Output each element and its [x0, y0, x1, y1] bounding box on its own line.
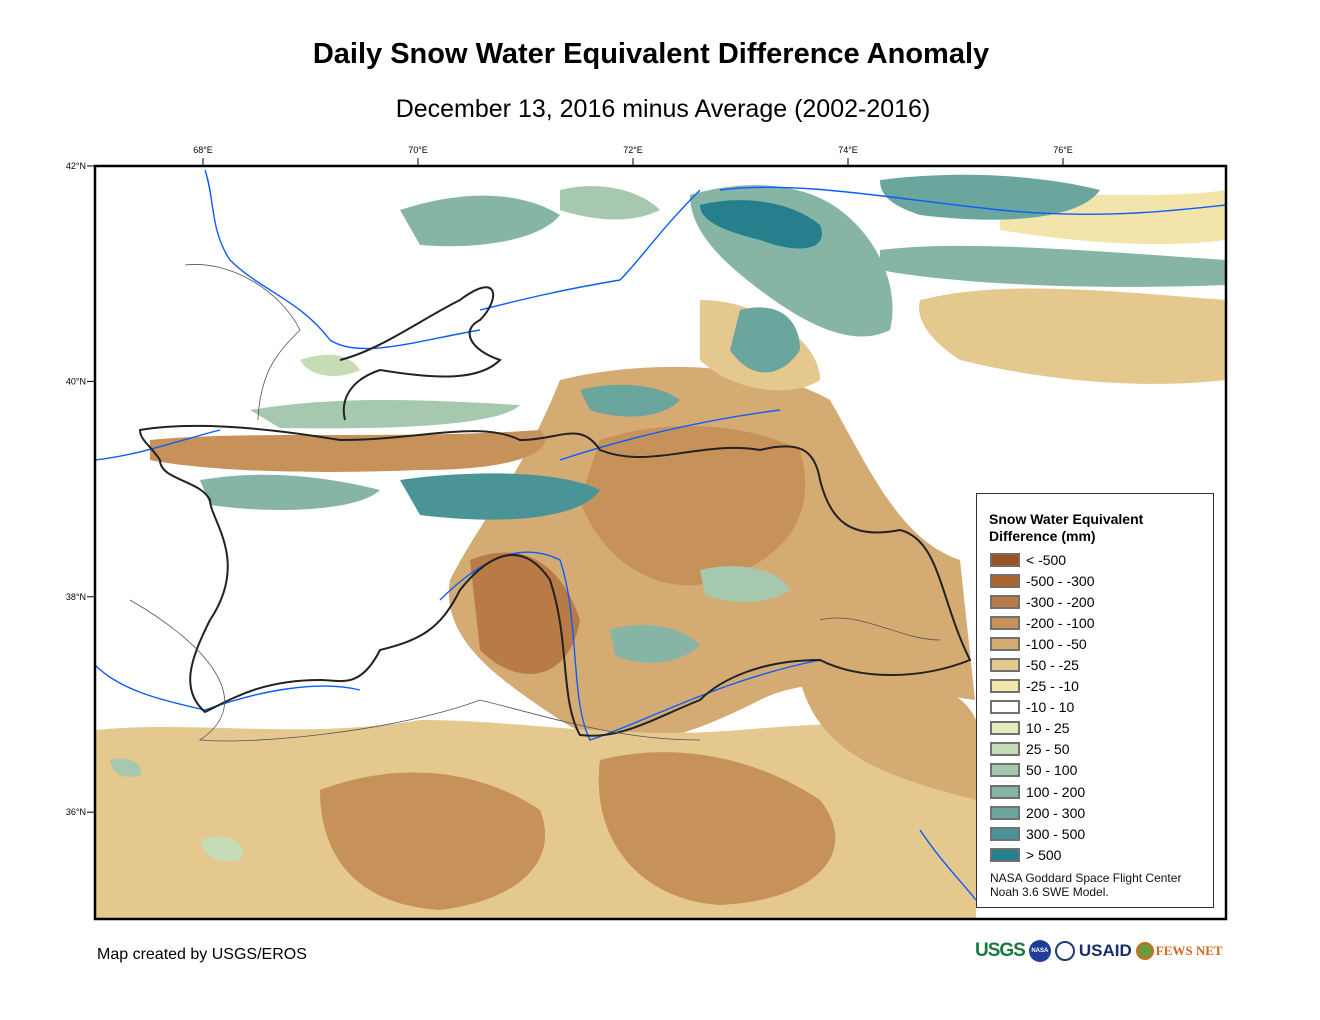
graticule-ticks: 68°E 70°E 72°E 74°E 76°E 42°N 40°N 38°N 36°N	[66, 145, 1073, 817]
legend-item: -100 - -50	[990, 633, 1094, 654]
usaid-logo-text: USAID	[1078, 941, 1132, 960]
lat-tick-label: 42°N	[66, 161, 86, 171]
legend-title-line2: Difference (mm)	[989, 528, 1096, 544]
fews-net-logo: FEWS NET	[1135, 942, 1223, 960]
legend-label: < -500	[1026, 551, 1067, 568]
legend-swatch	[990, 784, 1020, 799]
legend-swatch	[990, 658, 1020, 673]
map-title: Daily Snow Water Equivalent Difference A…	[312, 38, 990, 70]
legend-credit: NASA Goddard Space Flight Center Noah 3.…	[990, 871, 1181, 899]
legend-label: 200 - 300	[1026, 804, 1086, 821]
legend-swatch	[990, 594, 1020, 609]
legend-item: -25 - -10	[990, 676, 1094, 697]
legend-label: -100 - -50	[1026, 635, 1087, 652]
negative-anomaly-areas	[95, 190, 1226, 919]
legend-swatch	[990, 721, 1020, 736]
legend-item: > 500	[990, 844, 1094, 865]
lon-tick-label: 76°E	[1053, 145, 1073, 155]
legend-swatch	[990, 805, 1020, 820]
admin-borders	[129, 264, 941, 742]
partner-logos: USGS NASA USAID FEWS NET	[975, 940, 1223, 962]
legend-item: 200 - 300	[990, 802, 1094, 823]
legend-item: < -500	[990, 549, 1094, 570]
legend-swatch	[990, 615, 1020, 630]
legend-item: 50 - 100	[990, 760, 1094, 781]
legend-label: -25 - -10	[1026, 678, 1079, 695]
legend-swatch	[990, 826, 1020, 841]
legend-swatch	[990, 742, 1020, 757]
legend-item: 25 - 50	[990, 739, 1094, 760]
legend-swatch	[990, 573, 1020, 588]
legend-label: -200 - -100	[1026, 614, 1095, 631]
seal-logo	[1054, 941, 1075, 961]
lon-tick-label: 70°E	[408, 145, 428, 155]
legend-swatch	[990, 847, 1020, 862]
lon-tick-label: 74°E	[838, 145, 858, 155]
legend-label: 300 - 500	[1026, 825, 1086, 842]
legend-label: 100 - 200	[1026, 783, 1086, 800]
legend-label: 50 - 100	[1026, 762, 1078, 779]
legend-label: > 500	[1026, 846, 1062, 863]
legend-credit-line2: Noah 3.6 SWE Model.	[990, 885, 1109, 899]
legend-label: -500 - -300	[1026, 572, 1095, 589]
usgs-logo: USGS	[975, 940, 1026, 961]
legend-items: < -500 -500 - -300 -300 - -200 -200 - -100 -…	[990, 549, 1094, 865]
legend-credit-line1: NASA Goddard Space Flight Center	[990, 871, 1182, 885]
legend-item: 10 - 25	[990, 718, 1094, 739]
legend-label: 10 - 25	[1026, 720, 1070, 737]
legend-title: Snow Water Equivalent Difference (mm)	[989, 511, 1143, 545]
legend-swatch	[990, 763, 1020, 778]
lon-tick-label: 72°E	[623, 145, 643, 155]
legend-item: -300 - -200	[990, 591, 1094, 612]
legend-item: -200 - -100	[990, 612, 1094, 633]
legend-swatch	[990, 679, 1020, 694]
lat-tick-label: 38°N	[66, 592, 86, 602]
legend-label: 25 - 50	[1026, 741, 1070, 758]
positive-anomaly-areas	[110, 174, 1226, 862]
globe-icon	[1135, 942, 1154, 960]
legend-label: -300 - -200	[1026, 593, 1095, 610]
legend-item: -50 - -25	[990, 654, 1094, 675]
legend-label: -50 - -25	[1026, 657, 1079, 674]
usaid-logo: USAID	[1079, 941, 1132, 961]
legend-title-line1: Snow Water Equivalent	[989, 511, 1144, 527]
legend: Snow Water Equivalent Difference (mm) < …	[976, 493, 1214, 908]
legend-item: -500 - -300	[990, 570, 1094, 591]
legend-item: -10 - 10	[990, 697, 1094, 718]
fews-net-logo-text: FEWS NET	[1155, 943, 1223, 958]
lon-tick-label: 68°E	[193, 145, 213, 155]
lat-tick-label: 36°N	[66, 807, 86, 817]
map-border	[93, 164, 1228, 921]
nasa-logo: NASA	[1028, 940, 1051, 962]
legend-swatch	[990, 552, 1020, 567]
legend-label: -10 - 10	[1026, 699, 1075, 716]
legend-item: 100 - 200	[990, 781, 1094, 802]
map-credit: Map created by USGS/EROS	[97, 946, 307, 963]
legend-item: 300 - 500	[990, 823, 1094, 844]
legend-swatch	[990, 700, 1020, 715]
map-subtitle: December 13, 2016 minus Average (2002-20…	[395, 95, 931, 123]
lat-tick-label: 40°N	[66, 376, 86, 386]
country-borders	[138, 286, 972, 737]
legend-swatch	[990, 636, 1020, 651]
